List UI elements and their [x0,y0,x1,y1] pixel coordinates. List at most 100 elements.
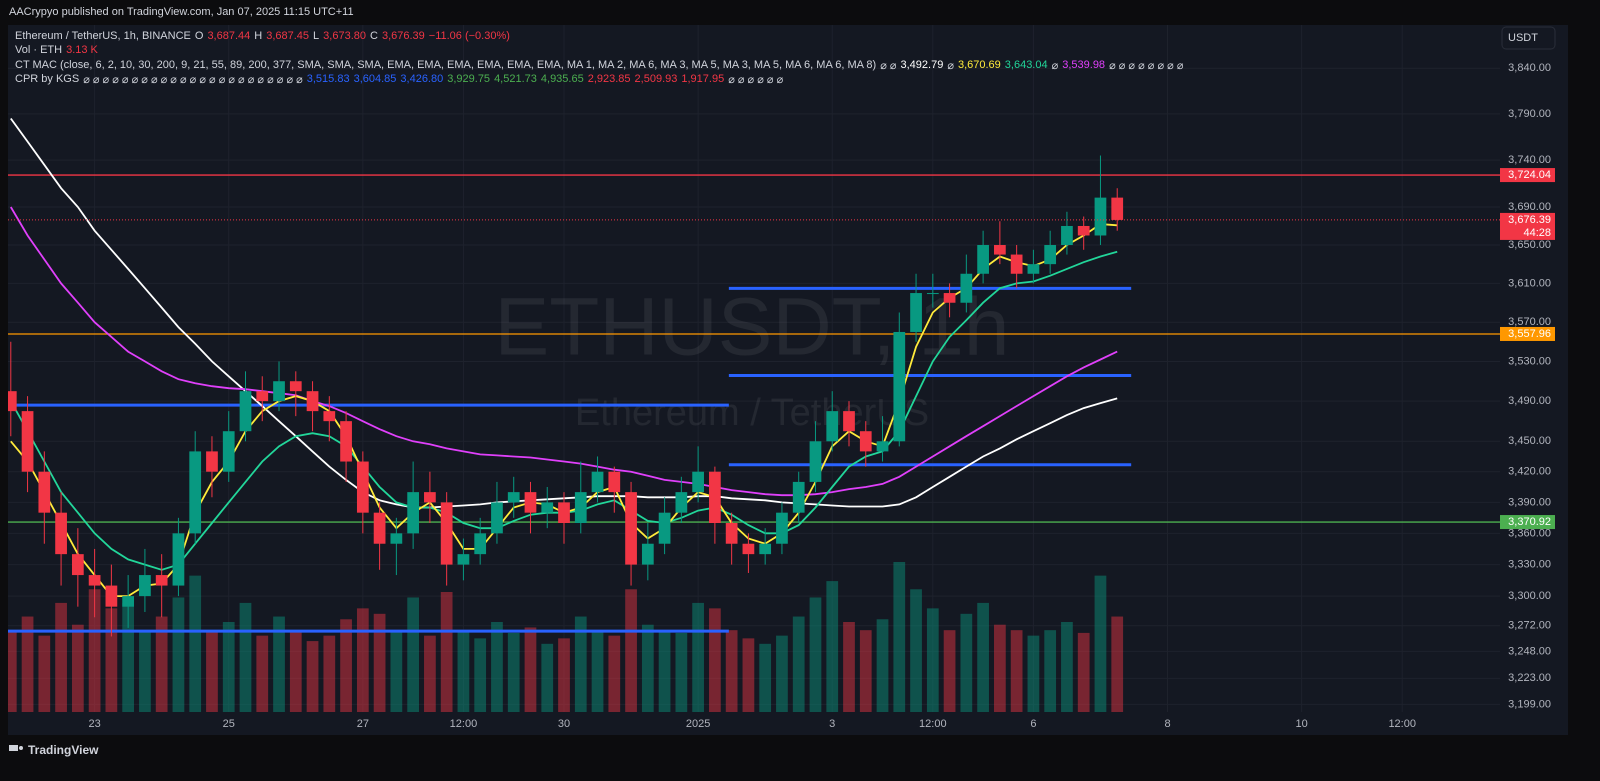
watermark-symbol: ETHUSDT, 1h [495,282,1010,373]
currency-button[interactable] [1501,26,1556,50]
legend-item: 4,935.65 [540,73,584,85]
legend-item: ⌀ ⌀ [880,60,897,72]
legend-item: O [194,30,204,42]
candle-body [306,391,319,412]
candle-body [323,411,336,422]
candle-body [239,391,252,432]
price-tag-label: 3,724.04 [1508,169,1551,181]
volume-bar [926,608,939,712]
volume-bar [206,630,218,712]
legend-item: 3,426.80 [400,73,444,85]
price-tag-label: 3,370.92 [1508,516,1551,528]
volume-bar [239,602,252,712]
volume-bar [407,597,419,712]
volume-bar [893,562,906,712]
price-tag [1500,326,1555,341]
legend-item: 3,643.04 [1004,59,1048,71]
volume-bar [826,581,839,712]
volume-bar [675,632,688,712]
axes: 3,840.00 3,790.00 3,740.00 3,690.00 3,650.00… [88,62,1555,730]
volume-bar [189,575,202,712]
volume-bar [256,635,269,712]
volume-bar [709,608,721,712]
volume-bar [172,597,185,712]
chart-background [8,25,1568,735]
price-tag [1500,168,1555,183]
volume-bar [21,616,34,712]
volume-bar [524,627,537,712]
y-tick-label: 3,272.00 [1508,620,1551,632]
candle-body [491,502,503,534]
candle-body [574,492,587,523]
countdown: 44:28 [1523,227,1551,239]
candle-body [88,575,101,586]
candle-body [591,471,604,493]
volume-bar [725,630,738,712]
x-tick-label: 25 [223,718,235,730]
volume-bar [876,619,889,712]
legend-item: 3,539.98 [1062,59,1106,71]
candle-body [340,421,352,462]
volume-bar [323,635,336,712]
volume-bar [1010,630,1023,712]
candle-body [356,461,369,513]
legend-item: CT MAC (close, 6, 2, 10, 30, 200, 9, 21,… [15,59,877,71]
volume-bar [625,589,637,712]
x-tick-label: 12:00 [450,718,478,730]
legend-item: 3.13 K [66,44,98,56]
publisher: AACrypyo published on TradingView.com, J… [9,6,354,18]
candle-body [843,411,855,432]
legend-item: 3,673.80 [323,30,366,42]
candle-body [1094,197,1107,236]
legend-item: ⌀ ⌀ ⌀ ⌀ ⌀ ⌀ [728,74,784,86]
volume-bar [8,630,17,712]
candle-body [172,533,185,586]
plot-area: ETHUSDT, 1h Ethereum / TetherUS [8,117,1500,712]
x-tick-label: 2025 [686,718,710,730]
volume-bar [491,622,503,712]
volume-bar [658,630,671,712]
candle-body [960,273,973,303]
volume-bar [1094,575,1107,712]
legend-item: Vol · ETH [15,44,63,56]
x-tick-label: 8 [1164,718,1170,730]
volume-bar [943,630,956,712]
x-tick-label: 27 [357,718,369,730]
candle-body [424,492,436,503]
watermark-name: Ethereum / TetherUS [575,392,929,434]
volume-bar [994,624,1006,712]
legend-item: 2,923.85 [587,73,631,85]
candle-body [910,293,922,332]
candle-body [709,471,721,523]
volume-bar [122,602,135,712]
volume-bar [390,630,403,712]
volume-bar [1044,630,1057,712]
candle-body [1077,225,1090,236]
volume-bar [759,643,772,712]
legend-item: H [254,30,263,42]
legend-item: 4,521.73 [494,73,537,85]
y-tick-label: 3,740.00 [1508,154,1551,166]
volume-bar [859,630,872,712]
volume-bar [641,624,654,712]
volume-bar [1027,635,1040,712]
x-tick-label: 12:00 [919,718,947,730]
y-tick-label: 3,450.00 [1508,435,1551,447]
volume-bar [55,602,67,712]
candle-body [541,502,554,513]
candle-body [608,471,621,493]
x-tick-label: 6 [1030,718,1036,730]
candle-body [1111,197,1124,220]
y-tick-label: 3,248.00 [1508,645,1551,657]
legend-item: ⌀ ⌀ ⌀ ⌀ ⌀ ⌀ ⌀ ⌀ ⌀ ⌀ ⌀ ⌀ ⌀ ⌀ ⌀ ⌀ ⌀ ⌀ ⌀ ⌀ … [83,74,303,86]
legend-item: 3,676.39 [381,30,425,42]
volume-legend: Vol · ETH 3.13 K [15,44,98,56]
candle-body [139,575,151,597]
volume-bar [1111,616,1124,712]
y-tick-label: 3,570.00 [1508,316,1551,328]
candle-body [155,575,168,586]
legend-item: CPR by KGS [15,73,80,85]
candle-body [71,554,84,576]
volume-bar [977,602,989,712]
